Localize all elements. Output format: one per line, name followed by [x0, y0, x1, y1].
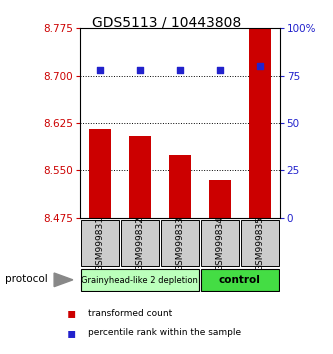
Bar — [209, 180, 231, 218]
Text: GSM999831: GSM999831 — [95, 216, 105, 271]
Bar — [81, 221, 119, 266]
Bar — [240, 221, 279, 266]
Text: ▪: ▪ — [67, 326, 76, 340]
Bar — [200, 269, 279, 291]
Bar — [121, 221, 159, 266]
Point — [257, 63, 262, 69]
Bar — [169, 155, 191, 218]
Text: GSM999834: GSM999834 — [215, 216, 224, 271]
Bar — [89, 129, 111, 218]
Text: Grainyhead-like 2 depletion: Grainyhead-like 2 depletion — [82, 275, 198, 285]
Text: percentile rank within the sample: percentile rank within the sample — [88, 328, 241, 337]
Bar — [129, 136, 151, 218]
Text: ▪: ▪ — [67, 306, 76, 320]
Bar — [249, 28, 271, 218]
Bar — [200, 221, 239, 266]
Text: GSM999832: GSM999832 — [135, 216, 145, 271]
Text: GSM999835: GSM999835 — [255, 216, 264, 271]
Text: protocol: protocol — [5, 274, 48, 284]
Text: GDS5113 / 10443808: GDS5113 / 10443808 — [92, 16, 241, 30]
Point — [177, 67, 182, 73]
Point — [217, 67, 222, 73]
Polygon shape — [54, 273, 73, 287]
Text: GSM999833: GSM999833 — [175, 216, 184, 271]
Text: control: control — [219, 275, 261, 285]
Bar — [161, 221, 199, 266]
Point — [137, 67, 143, 73]
Bar — [81, 269, 199, 291]
Text: transformed count: transformed count — [88, 309, 172, 318]
Point — [97, 67, 103, 73]
